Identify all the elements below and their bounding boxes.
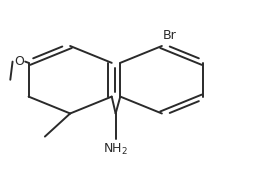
Text: Br: Br bbox=[163, 28, 177, 42]
Text: NH$_2$: NH$_2$ bbox=[103, 142, 128, 157]
Text: O: O bbox=[14, 55, 24, 68]
